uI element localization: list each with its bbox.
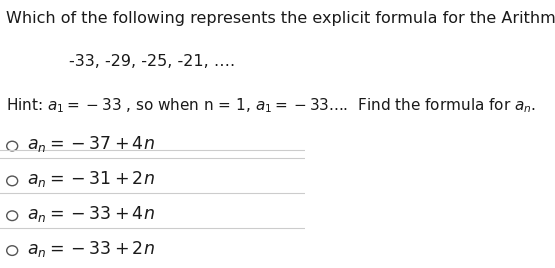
Text: Which of the following represents the explicit formula for the Arithmetic Sequen: Which of the following represents the ex… bbox=[6, 11, 555, 26]
Text: Hint: $a_1 = -33$ , so when n = 1, $a_1 = -33$....  Find the formula for $a_n$.: Hint: $a_1 = -33$ , so when n = 1, $a_1 … bbox=[6, 96, 536, 115]
Text: $a_n = -31 + 2n$: $a_n = -31 + 2n$ bbox=[27, 169, 155, 189]
Text: $a_n = -33 + 4n$: $a_n = -33 + 4n$ bbox=[27, 204, 155, 224]
Text: $a_n = -37 + 4n$: $a_n = -37 + 4n$ bbox=[27, 134, 155, 154]
Text: $a_n = -33 + 2n$: $a_n = -33 + 2n$ bbox=[27, 239, 155, 259]
Text: -33, -29, -25, -21, ….: -33, -29, -25, -21, …. bbox=[69, 54, 235, 69]
